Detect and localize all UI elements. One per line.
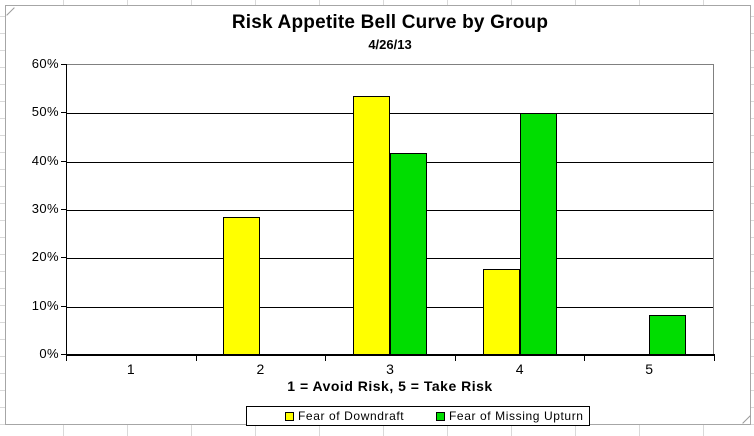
chart-title: Risk Appetite Bell Curve by Group (231, 12, 549, 33)
legend-swatch-fear-of-downdraft (285, 411, 294, 421)
legend-swatch-fear-of-missing-upturn (436, 411, 445, 421)
y-axis-tick (61, 354, 66, 355)
x-category-label-2: 2 (256, 361, 265, 377)
bar-fear-of-downdraft-category-4 (482, 268, 520, 355)
legend-entry-fear-of-missing-upturn: Fear of Missing Upturn (436, 407, 584, 425)
chart-corner-crease-top-left (6, 7, 15, 16)
legend: Fear of Downdraft Fear of Missing Upturn (246, 406, 590, 426)
y-axis-tick (61, 160, 66, 162)
x-category-label-3: 3 (386, 361, 394, 377)
y-axis-line (66, 64, 67, 355)
x-category-label-5: 5 (645, 361, 654, 377)
legend-entry-fear-of-downdraft: Fear of Downdraft (285, 407, 404, 425)
y-tick-label-10: 10% (31, 297, 59, 313)
y-axis-tick (61, 257, 66, 259)
x-category-label-1: 1 (126, 361, 135, 377)
y-tick-label-30: 30% (31, 201, 59, 216)
legend-label: Fear of Downdraft (298, 409, 405, 423)
y-axis-tick (61, 305, 66, 307)
bar-fear-of-missing-upturn-category-5 (649, 314, 687, 355)
y-tick-label-40: 40% (31, 152, 59, 168)
bar-fear-of-downdraft-category-3 (353, 96, 390, 355)
chart-subtitle: 4/26/13 (368, 37, 412, 52)
bar-fear-of-missing-upturn-category-3 (390, 153, 427, 355)
y-tick-label-50: 50% (31, 104, 59, 120)
x-axis-tick (584, 356, 586, 361)
bar-fear-of-missing-upturn-category-4 (519, 113, 557, 355)
y-tick-label-0: 0% (39, 346, 59, 361)
x-axis-tick (714, 356, 715, 361)
x-axis-tick (454, 356, 456, 361)
x-axis-line (66, 354, 715, 356)
plot-area (66, 64, 714, 355)
y-tick-label-20: 20% (31, 249, 59, 265)
chart-object[interactable]: Risk Appetite Bell Curve by Group 4/26/1… (5, 5, 751, 426)
x-axis-tick (325, 356, 327, 361)
y-axis-tick (61, 112, 66, 114)
bar-fear-of-downdraft-category-2 (223, 216, 261, 355)
x-axis-title: 1 = Avoid Risk, 5 = Take Risk (287, 378, 493, 394)
x-category-label-4: 4 (515, 361, 524, 377)
chart-corner-resize-handle[interactable] (742, 415, 751, 424)
y-axis-tick (61, 209, 66, 210)
y-axis-tick (61, 64, 66, 65)
x-axis-tick (66, 356, 67, 361)
x-axis-tick (195, 356, 197, 361)
legend-label: Fear of Missing Upturn (449, 409, 584, 423)
y-tick-label-60: 60% (31, 56, 59, 71)
